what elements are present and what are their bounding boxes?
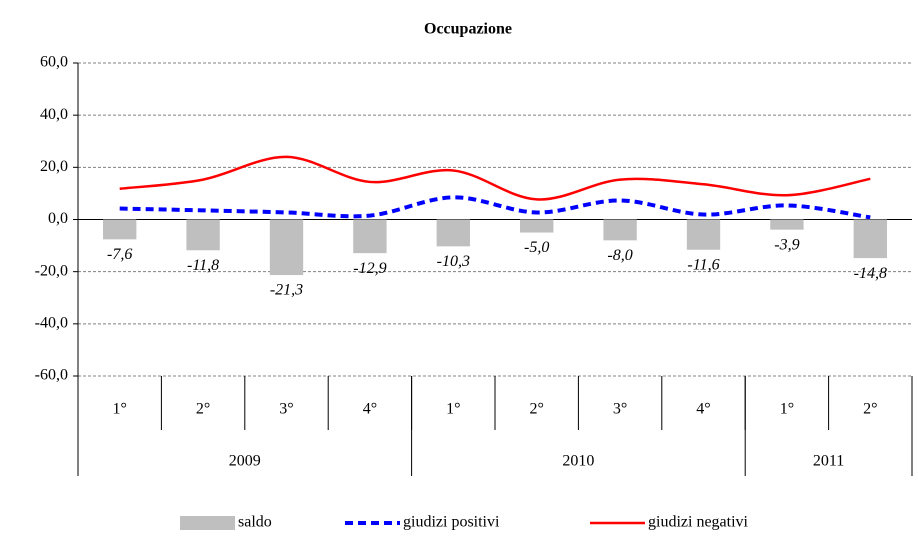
y-tick-label: -20,0 [35,262,68,279]
data-label: -11,8 [187,257,219,274]
legend-label: saldo [238,514,272,531]
legend-swatch [180,516,235,530]
x-tick-label: 1° [112,401,126,418]
bar [103,219,137,240]
x-group-label: 2009 [229,453,261,470]
data-label: -7,6 [107,246,132,263]
bar [603,219,637,241]
x-tick-label: 2° [529,401,543,418]
bar [686,219,721,250]
data-label: -5,0 [524,239,549,256]
bar [269,219,304,276]
x-tick-label: 2° [196,401,210,418]
data-label: -14,8 [854,265,887,282]
y-tick-label: -60,0 [35,367,68,384]
bar [770,219,804,230]
data-label: -11,6 [687,256,719,273]
bar [353,219,387,254]
y-tick-label: -40,0 [35,315,68,332]
x-tick-label: 3° [613,401,627,418]
legend-label: giudizi negativi [648,514,749,531]
bar [436,219,470,247]
x-group-label: 2010 [562,453,594,470]
x-tick-label: 1° [446,401,460,418]
x-tick-label: 4° [363,401,377,418]
bar [186,219,220,251]
data-label: -12,9 [353,260,386,277]
data-label: -3,9 [774,236,799,253]
bar [520,219,554,233]
data-label: -10,3 [437,253,470,270]
x-tick-label: 2° [863,401,877,418]
x-tick-label: 4° [696,401,710,418]
line [119,155,871,201]
data-label: -8,0 [607,247,632,264]
bar [853,219,887,259]
data-label: -21,3 [270,282,303,299]
x-tick-label: 3° [279,401,293,418]
y-tick-label: 0,0 [48,210,68,227]
x-group-label: 2011 [813,453,844,470]
chart-title: Occupazione [424,21,512,38]
y-tick-label: 20,0 [40,158,68,175]
legend-label: giudizi positivi [403,514,500,531]
y-tick-label: 60,0 [40,54,68,71]
line [119,195,871,220]
x-tick-label: 1° [780,401,794,418]
y-tick-label: 40,0 [40,106,68,123]
